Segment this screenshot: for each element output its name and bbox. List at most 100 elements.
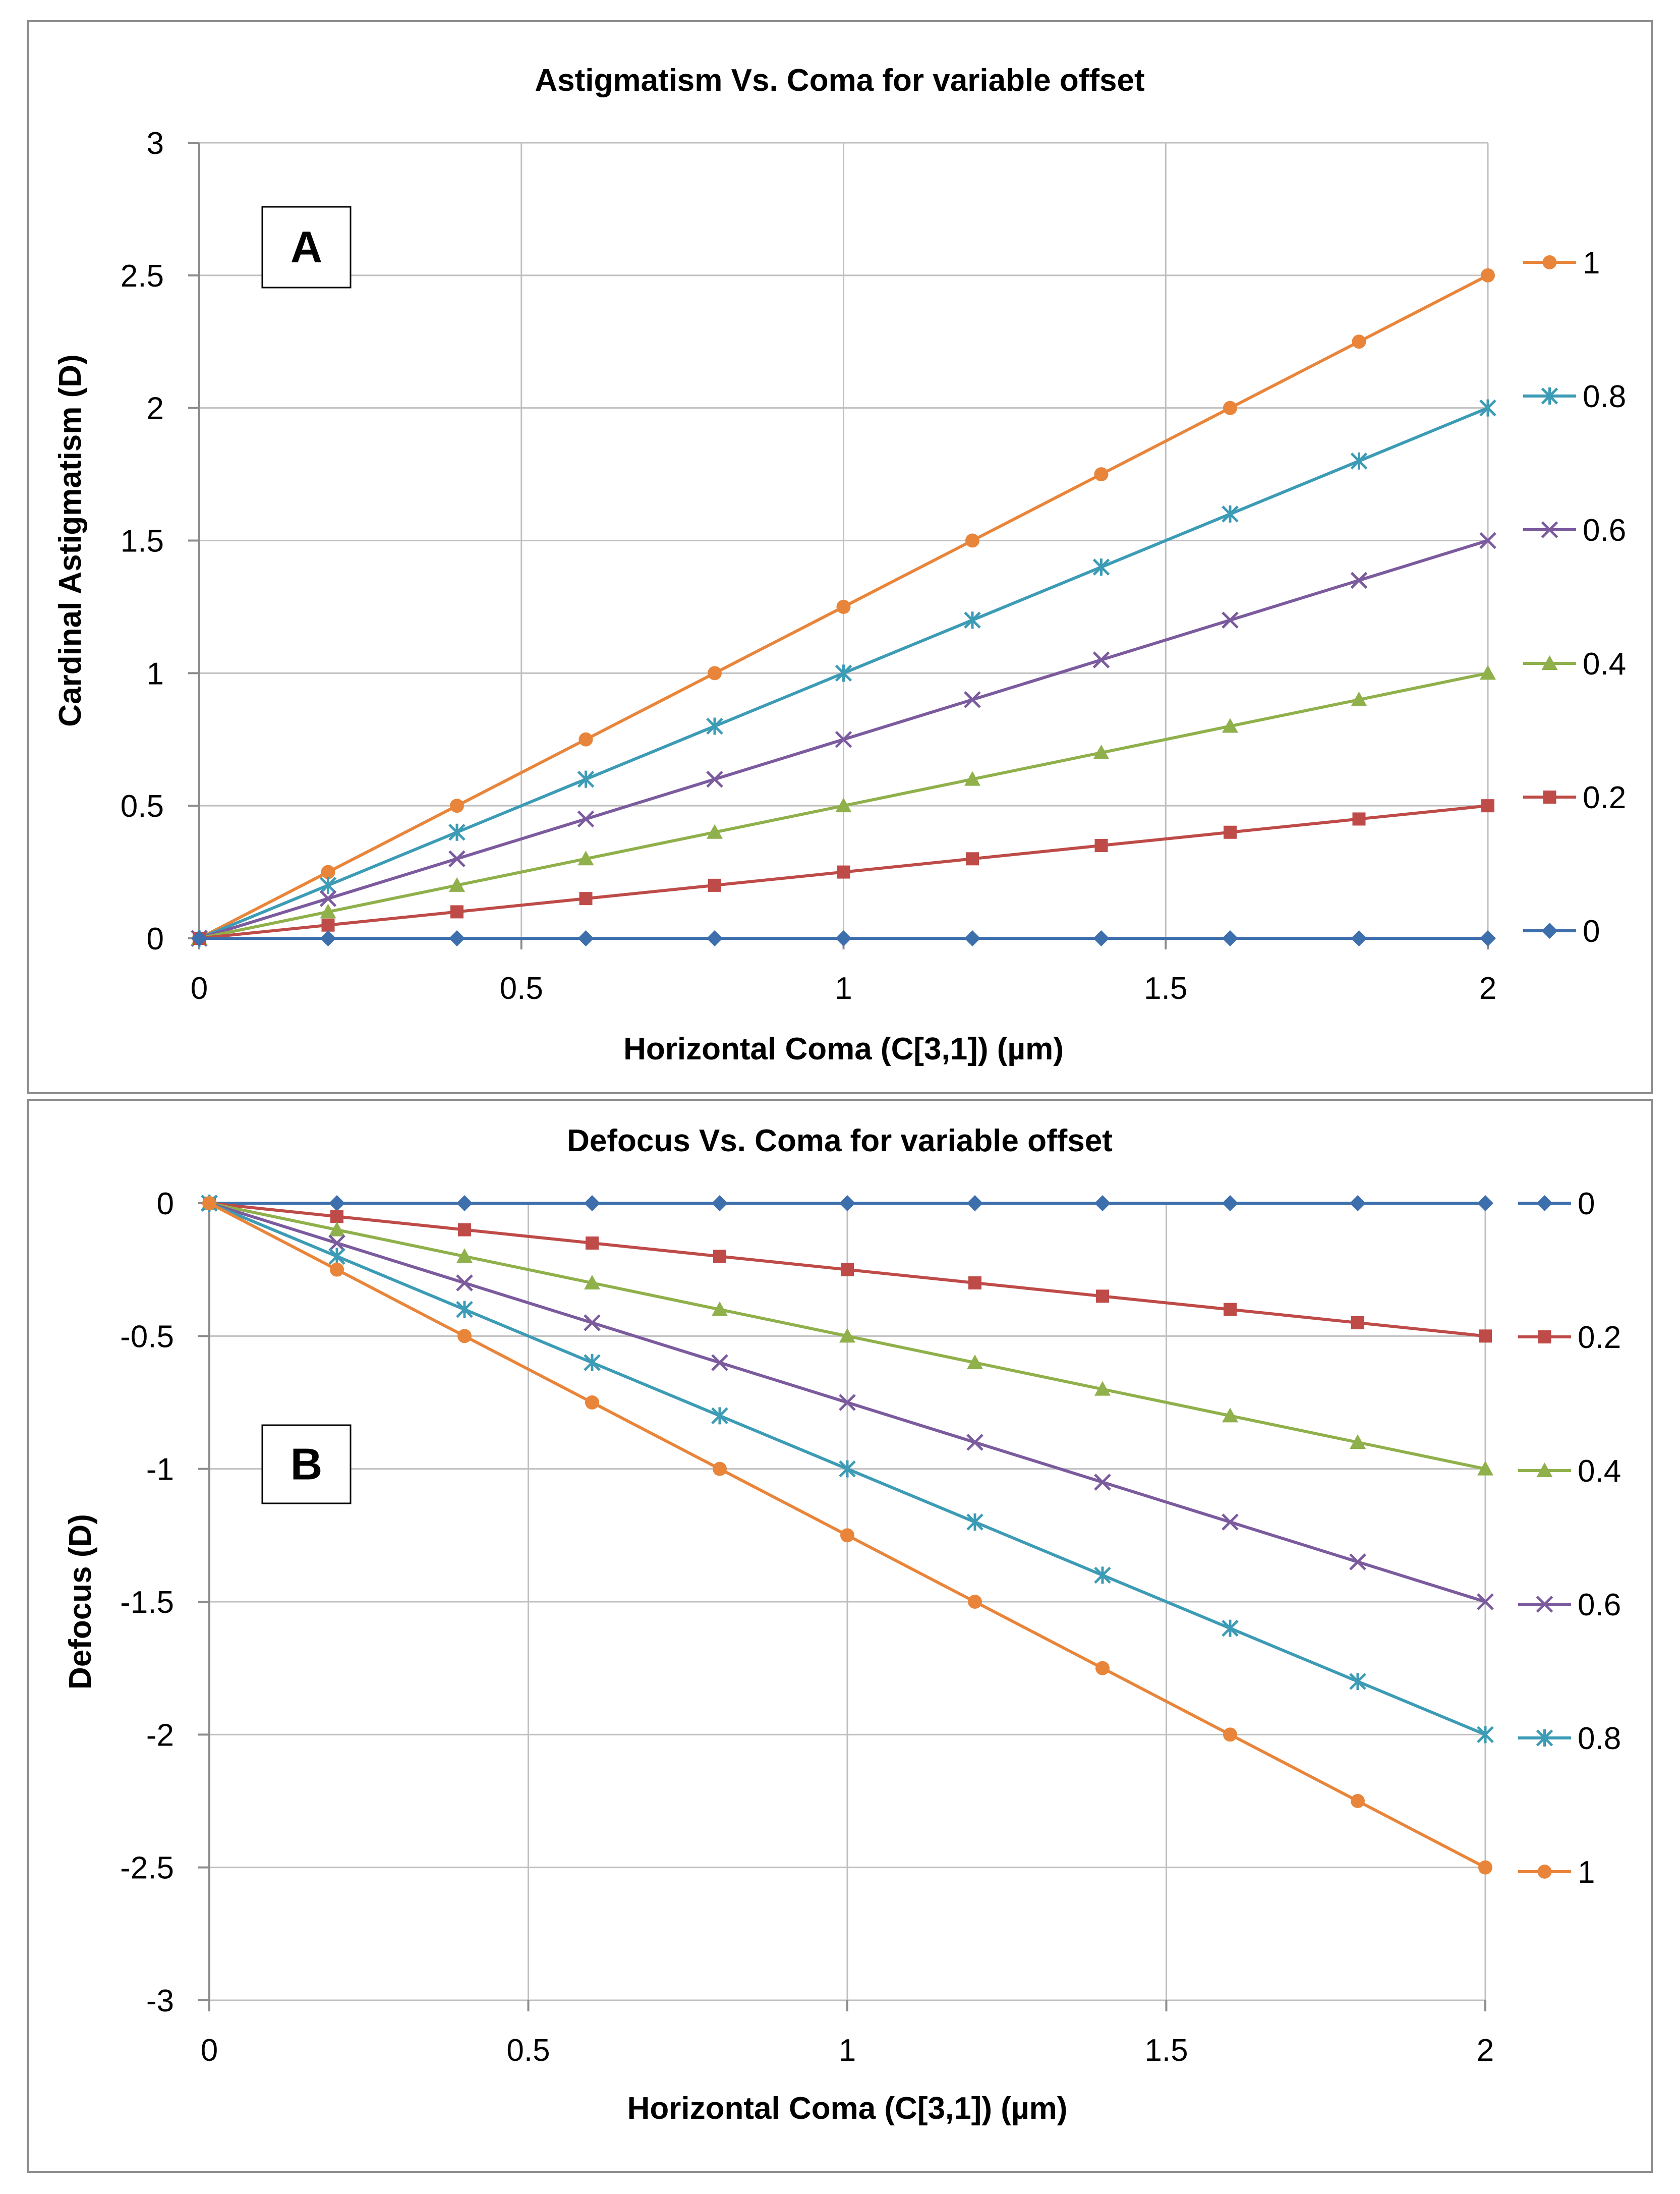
data-point <box>584 1195 600 1211</box>
panel-label: A <box>291 222 323 272</box>
data-point <box>320 930 336 946</box>
data-point <box>577 851 594 866</box>
legend-marker <box>1536 1195 1553 1211</box>
panel-a-chart: 0 0.5 1 1.5 2 2.5 3 0 0.5 1 1.5 2 Astigmatism Vs. Co… <box>27 20 1653 1094</box>
data-point <box>1222 1195 1238 1211</box>
data-point <box>840 1528 854 1543</box>
data-point <box>1222 1408 1238 1423</box>
data-point <box>1480 930 1496 946</box>
data-point <box>1350 1195 1366 1211</box>
data-point <box>966 1434 983 1451</box>
data-point <box>584 1354 601 1371</box>
data-point <box>321 865 335 879</box>
data-point <box>1222 718 1238 733</box>
data-point <box>1479 399 1496 417</box>
panel-frame <box>27 20 1653 1094</box>
data-point <box>329 1221 345 1236</box>
legend-marker <box>1543 791 1556 804</box>
legend-label: 0 <box>1583 914 1600 949</box>
data-point <box>456 1248 473 1263</box>
data-point <box>1477 1460 1493 1476</box>
y-tick-label: 2.5 <box>121 259 164 294</box>
data-point <box>1092 558 1110 576</box>
data-point <box>711 1354 728 1371</box>
data-point <box>966 1513 983 1531</box>
legend-label: 0 <box>1578 1187 1595 1221</box>
data-point <box>968 1276 981 1289</box>
legend-label: 0.8 <box>1583 379 1626 414</box>
data-point <box>1094 839 1108 853</box>
data-point <box>964 611 981 629</box>
data-point <box>707 824 723 839</box>
data-point <box>586 1236 599 1250</box>
data-point <box>835 730 852 748</box>
data-point <box>319 876 337 894</box>
data-point <box>1480 665 1496 680</box>
chart-title: Defocus Vs. Coma for variable offset <box>567 1123 1113 1158</box>
data-point <box>707 930 723 946</box>
data-point <box>456 1274 473 1291</box>
data-point <box>836 599 851 614</box>
data-point <box>585 1395 599 1410</box>
y-tick-label: -0.5 <box>120 1319 174 1354</box>
data-point <box>837 865 850 879</box>
data-point <box>1223 1727 1237 1742</box>
data-point <box>839 1328 855 1343</box>
data-point <box>712 1301 728 1316</box>
legend-label: 0.8 <box>1578 1721 1621 1756</box>
data-point <box>1349 1673 1366 1690</box>
data-point <box>1350 452 1368 470</box>
data-point <box>1222 611 1239 629</box>
data-point <box>1094 1566 1111 1584</box>
data-point <box>965 533 979 548</box>
y-tick-label: -3 <box>146 1984 174 2018</box>
y-tick-label: 0 <box>157 1187 174 1221</box>
x-tick-label: 0.5 <box>506 2033 550 2068</box>
data-point <box>456 1195 473 1211</box>
data-point <box>458 1223 471 1236</box>
legend-marker <box>1541 655 1558 670</box>
legend-label: 0.6 <box>1583 513 1626 548</box>
data-point <box>1479 532 1496 549</box>
y-tick-label: -1.5 <box>120 1585 174 1620</box>
data-point <box>706 717 723 735</box>
legend-marker <box>1536 1596 1553 1613</box>
data-point <box>449 877 465 892</box>
data-point <box>1094 467 1109 482</box>
x-tick-label: 0 <box>191 971 208 1006</box>
x-tick-label: 0.5 <box>500 971 543 1006</box>
legend-marker <box>1542 255 1557 269</box>
y-tick-label: -2.5 <box>120 1851 174 1886</box>
data-point <box>448 823 466 841</box>
data-point <box>839 1460 856 1478</box>
data-point <box>706 770 723 788</box>
data-point <box>457 1329 472 1343</box>
x-axis-label: Horizontal Coma (C[3,1]) (µm) <box>623 1032 1064 1066</box>
data-point <box>1479 1329 1492 1343</box>
x-tick-label: 2 <box>1477 2033 1494 2068</box>
x-tick-label: 1 <box>835 971 852 1006</box>
legend-marker <box>1541 387 1558 405</box>
data-point <box>966 852 979 866</box>
y-tick-label: 2 <box>147 391 164 426</box>
data-point <box>577 930 594 946</box>
data-point <box>456 1301 473 1318</box>
y-tick-label: 0 <box>147 922 164 957</box>
data-point <box>584 1275 600 1289</box>
legend-marker <box>1536 1462 1553 1477</box>
data-point <box>1351 1794 1365 1808</box>
data-point <box>328 1234 345 1252</box>
y-tick-label: 1.5 <box>121 524 164 559</box>
data-point <box>1351 1316 1364 1329</box>
data-point <box>450 905 464 919</box>
data-point <box>713 1250 726 1263</box>
legend-marker <box>1541 923 1558 939</box>
data-point <box>191 930 207 946</box>
data-point <box>1094 1381 1111 1396</box>
data-point <box>448 850 466 868</box>
x-tick-label: 0 <box>201 2033 218 2068</box>
legend-marker <box>1537 1865 1552 1879</box>
data-point <box>1093 745 1110 760</box>
data-point <box>1094 1474 1111 1491</box>
